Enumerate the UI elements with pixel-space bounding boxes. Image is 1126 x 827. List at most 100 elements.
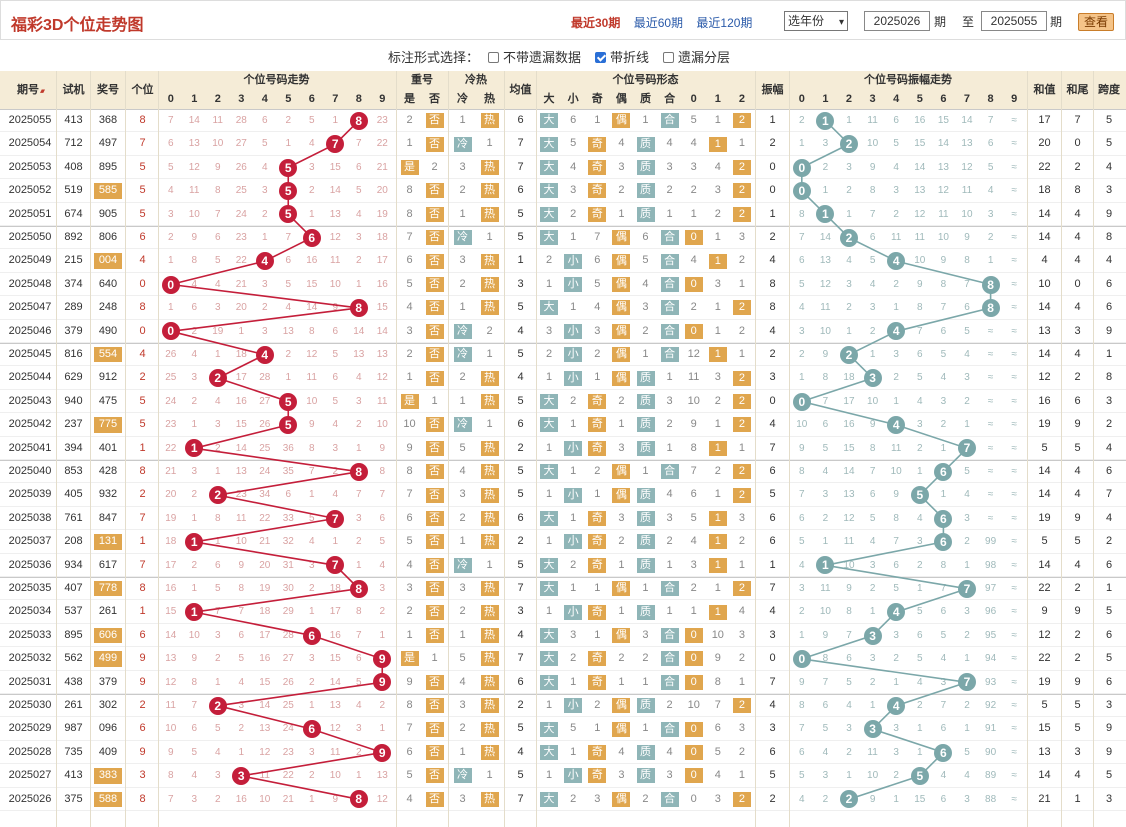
cold-cell: 3 — [459, 254, 466, 267]
amp-cell: 0 — [769, 160, 776, 173]
form-cell: 小 — [564, 323, 583, 339]
last-30-link[interactable]: 最近30期 — [571, 16, 621, 30]
cold-cell: 2 — [459, 184, 466, 197]
amp-cell: 6 — [769, 465, 776, 477]
form-cell: 质 — [636, 768, 655, 784]
amp-omission: 5 — [799, 278, 805, 290]
amp-cell: 3 — [769, 371, 776, 384]
last-120-link[interactable]: 最近120期 — [696, 16, 753, 30]
trend-omission: 3 — [308, 746, 315, 758]
option-polyline[interactable]: 带折线 — [595, 47, 649, 66]
sort-icon[interactable]: ▴▾ — [39, 88, 45, 95]
amp-omission: 3 — [964, 372, 970, 384]
from-period-input[interactable]: 2025026 — [864, 11, 930, 31]
cold-cell: 3 — [459, 582, 466, 594]
span-cell: 9 — [1105, 207, 1113, 220]
prize-cell: 475 — [98, 394, 118, 407]
avg-cell: 7 — [517, 160, 524, 173]
sum-cell: 19 — [1038, 418, 1051, 431]
form-cell: 大 — [540, 417, 559, 433]
trend-omission: 5 — [191, 746, 198, 758]
amp-omission: ≈ — [987, 512, 994, 524]
repeat-yes-cell: 4 — [406, 558, 413, 571]
checkbox-icon[interactable] — [663, 52, 674, 63]
remainder-cell: 5 — [714, 745, 721, 758]
row-divider — [0, 435, 1126, 437]
option-row: 标注形式选择： 不带遗漏数据 带折线 遗漏分层 — [0, 43, 1126, 67]
form-cell: 大 — [540, 394, 559, 409]
amp-cell: 0 — [769, 394, 776, 407]
amp-omission: ≈ — [1011, 395, 1017, 407]
trial-cell: 892 — [64, 231, 83, 243]
unit-ball: 2 — [208, 486, 227, 505]
period-header[interactable]: 期号▴▾ — [3, 71, 57, 109]
amp-omission: 2 — [846, 302, 852, 314]
row-divider — [0, 693, 1126, 694]
trend-omission: 28 — [259, 372, 271, 384]
amp-omission: 8 — [799, 208, 805, 220]
amp-omission: 8 — [799, 466, 805, 477]
view-button[interactable]: 查看 — [1078, 13, 1114, 31]
hot-cell: 热 — [480, 370, 499, 386]
unit-cell: 4 — [139, 254, 146, 267]
unit-ball: 8 — [349, 298, 368, 317]
unit-cell: 5 — [139, 394, 146, 407]
period-cell: 2025040 — [8, 465, 52, 477]
amp-omission: 1 — [917, 466, 923, 477]
amp-omission: ≈ — [987, 325, 994, 337]
remainder-cell: 3 — [738, 511, 745, 524]
prize-cell: 847 — [98, 511, 118, 524]
row-divider — [0, 739, 1126, 741]
prize-cell: 096 — [98, 722, 118, 735]
amp-omission: 1 — [893, 676, 899, 688]
amp-ball: 1 — [816, 556, 835, 575]
amp-omission: 10 — [867, 138, 879, 150]
form-cell: 偶 — [612, 253, 631, 269]
trend-omission: 21 — [282, 793, 294, 805]
amp-ball: 4 — [887, 696, 906, 715]
remainder-cell: 1 — [708, 440, 727, 456]
year-select[interactable]: 选年份 ▾ — [784, 11, 848, 31]
remainder-cell: 1 — [738, 769, 745, 782]
amp-omission: 14 — [843, 466, 855, 477]
to-period-input[interactable]: 2025055 — [981, 11, 1047, 31]
amp-omission: 9 — [893, 489, 899, 501]
trend-omission: 9 — [214, 161, 221, 173]
repeat-no-cell: 否 — [425, 487, 444, 503]
row-divider — [0, 154, 1126, 156]
amp-omission: 2 — [799, 115, 805, 126]
form-cell: 4 — [594, 301, 601, 314]
trend-omission: 14 — [376, 325, 388, 337]
hot-cell: 热 — [480, 791, 499, 807]
form-cell: 合 — [660, 651, 679, 667]
amp-omission: ≈ — [1011, 161, 1017, 173]
column-divider — [448, 71, 449, 827]
amp-omission: 15 — [914, 138, 926, 150]
option-no-omission[interactable]: 不带遗漏数据 — [488, 47, 581, 66]
checkbox-checked-icon[interactable] — [595, 52, 606, 63]
amp-omission: 5 — [964, 325, 970, 337]
checkbox-icon[interactable] — [488, 52, 499, 63]
trend-omission: 3 — [238, 700, 245, 711]
remainder-cell: 1 — [738, 441, 745, 454]
sum-cell: 5 — [1041, 699, 1048, 711]
unit-ball: 5 — [279, 415, 298, 434]
remainder-cell: 3 — [690, 160, 697, 173]
avg-cell: 2 — [517, 699, 524, 711]
cold-cell: 3 — [459, 488, 466, 501]
unit-ball: 7 — [326, 135, 345, 154]
form-cell: 4 — [570, 160, 577, 173]
form-cell: 奇 — [588, 417, 607, 433]
trend-omission: 2 — [285, 349, 292, 360]
span-cell: 5 — [1105, 605, 1113, 618]
option-layered[interactable]: 遗漏分层 — [663, 47, 730, 66]
trend-omission: 14 — [235, 442, 247, 454]
trend-omission: 21 — [259, 536, 271, 548]
amp-omission: 8 — [846, 606, 852, 618]
trend-omission: 5 — [332, 395, 339, 407]
form-cell: 奇 — [588, 651, 607, 667]
last-60-link[interactable]: 最近60期 — [633, 16, 684, 30]
trend-omission: 1 — [238, 325, 245, 337]
span-cell: 1 — [1105, 348, 1113, 360]
trend-omission: 2 — [261, 302, 268, 314]
